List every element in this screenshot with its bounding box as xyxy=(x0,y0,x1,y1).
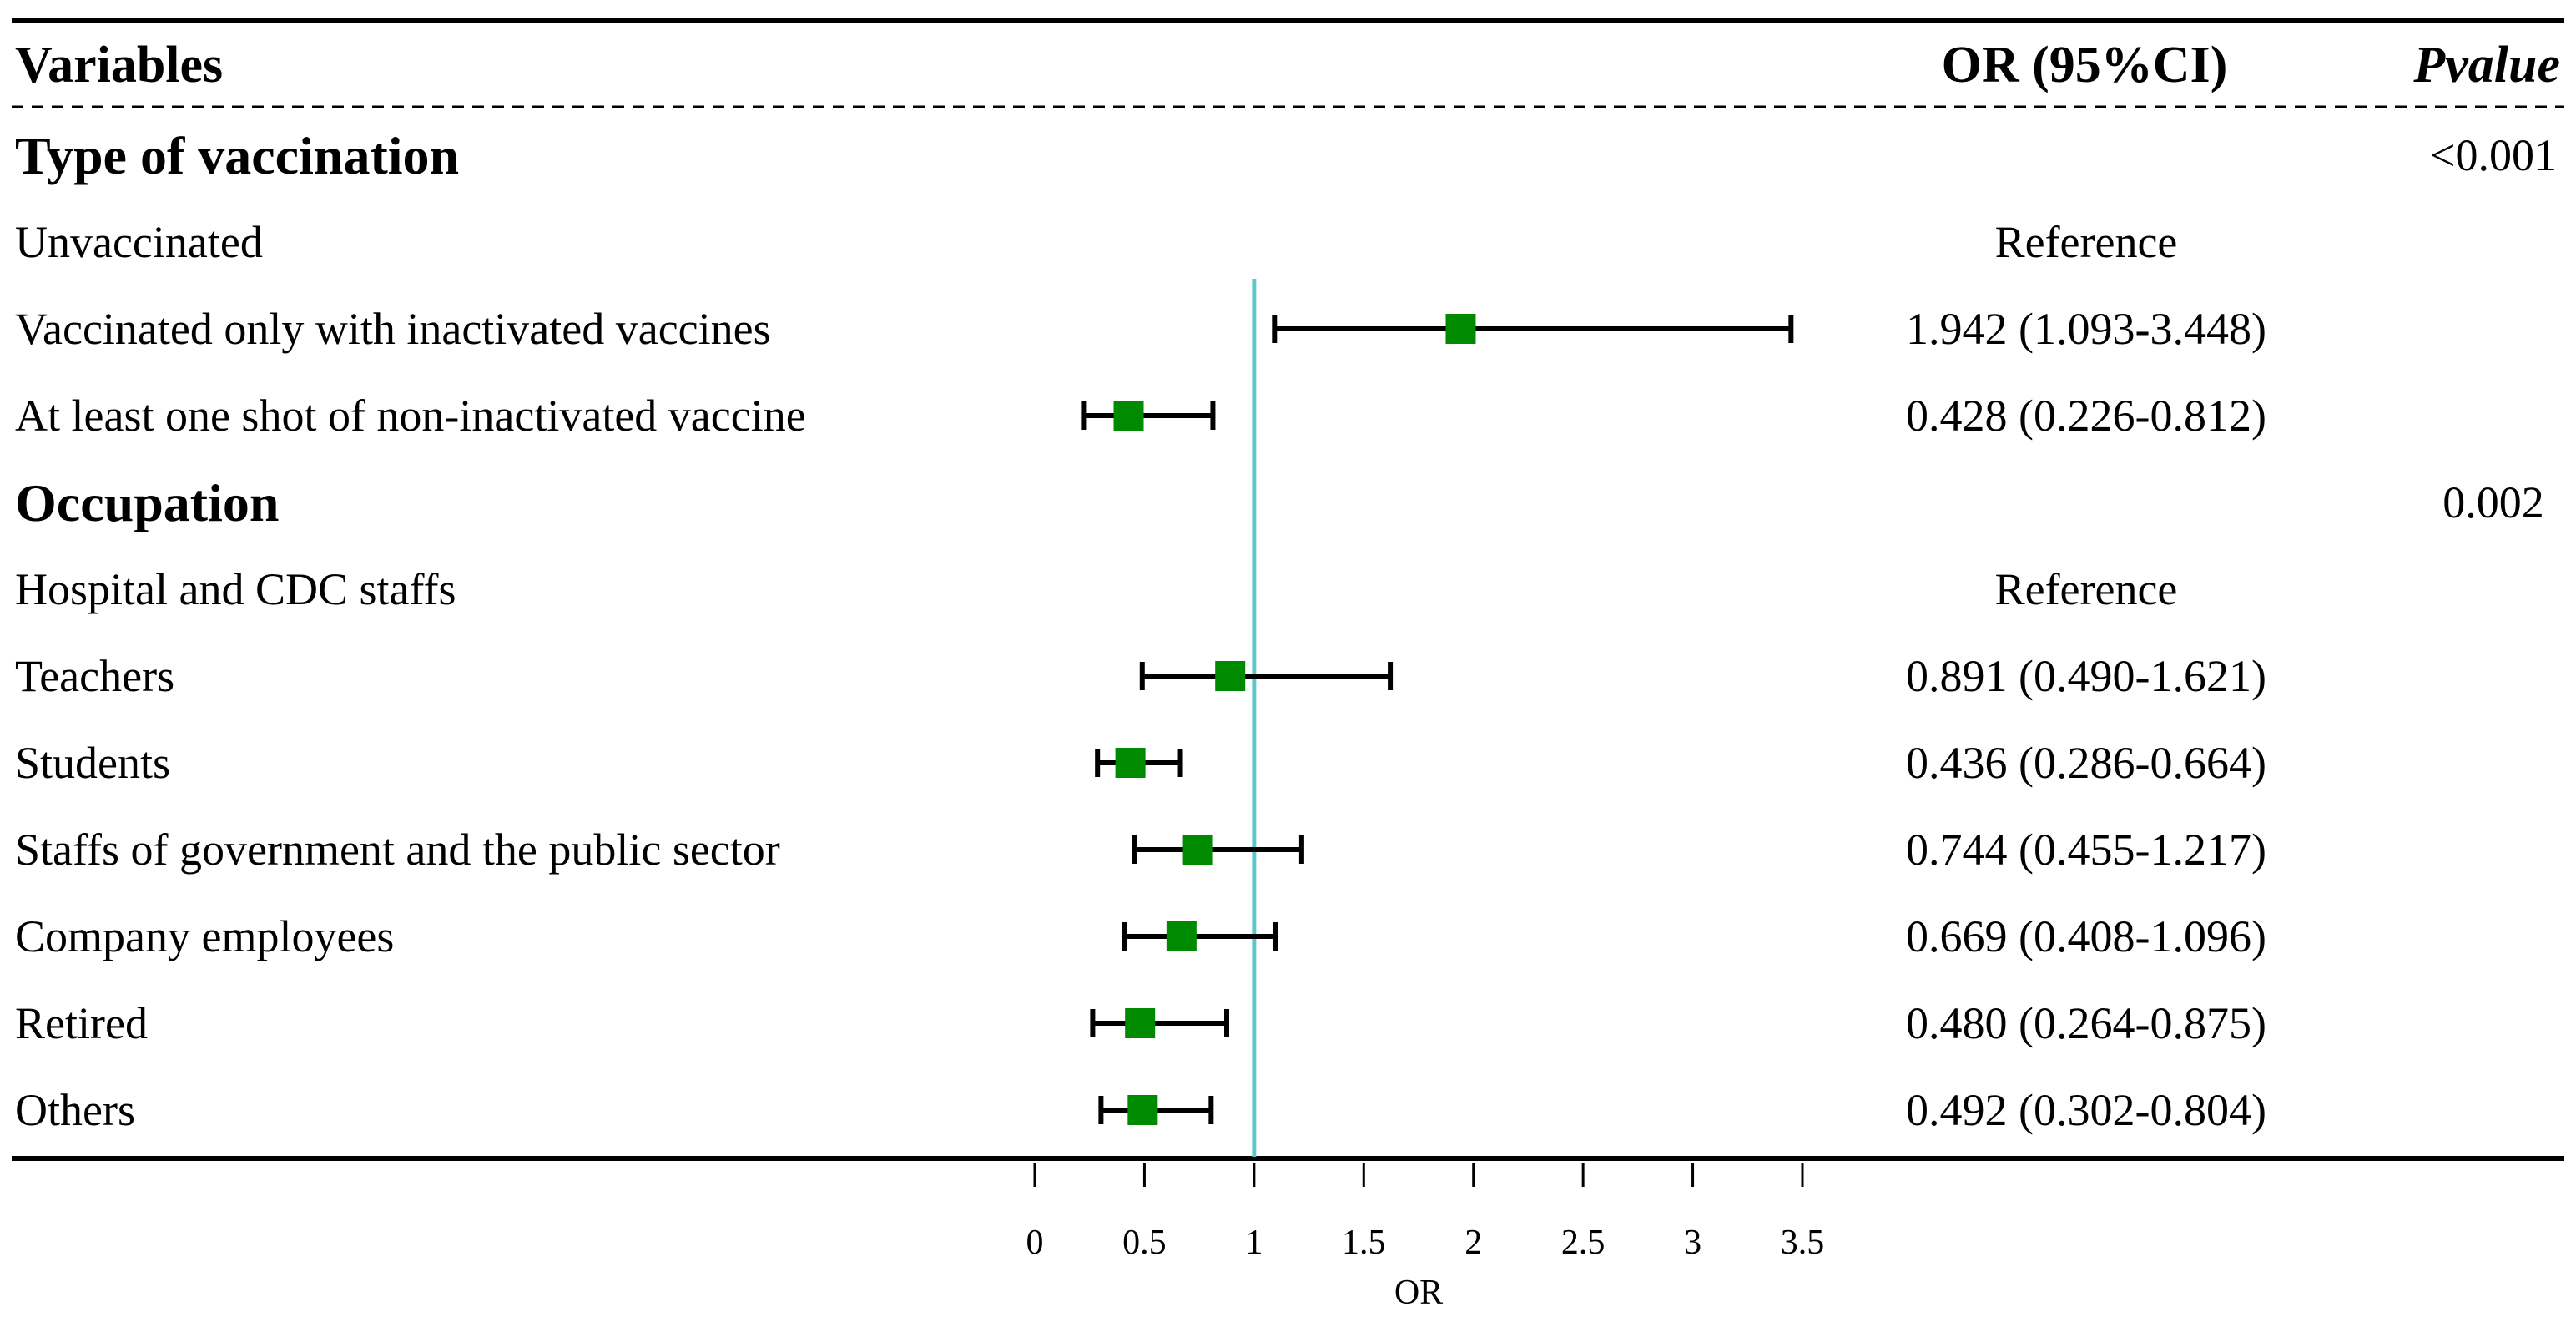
x-tick-label: 0 xyxy=(1026,1224,1044,1262)
x-tick-label: 3.5 xyxy=(1781,1224,1825,1262)
row-label: At least one shot of non-inactivated vac… xyxy=(15,391,806,441)
or-point xyxy=(1182,835,1213,865)
or-point xyxy=(1127,1095,1158,1125)
row-or-ci: 1.942 (1.093-3.448) xyxy=(1906,304,2266,354)
forest-marks xyxy=(1081,314,1794,1125)
row-or-ci: 0.891 (0.490-1.621) xyxy=(1906,651,2266,701)
row-or-ci: 0.428 (0.226-0.812) xyxy=(1906,391,2266,441)
or-point xyxy=(1113,401,1144,431)
row-or-ci: 0.744 (0.455-1.217) xyxy=(1906,825,2266,875)
row-label: Teachers xyxy=(15,651,174,701)
group-pvalue: 0.002 xyxy=(2442,477,2544,527)
rows-layer: Type of vaccination <0.001 Occupation 0.002… xyxy=(15,126,2557,1135)
x-axis: 0 0.5 1 1.5 2 2.5 3 3.5 OR xyxy=(1026,279,1825,1312)
row-or-ci: 0.492 (0.302-0.804) xyxy=(1906,1085,2266,1135)
row-label: Hospital and CDC staffs xyxy=(15,564,456,614)
row-label: Company employees xyxy=(15,911,394,961)
row-label: Students xyxy=(15,738,170,788)
x-axis-label: OR xyxy=(1394,1274,1443,1312)
header-pvalue: Pvalue xyxy=(2412,37,2560,93)
x-tick-label: 1 xyxy=(1245,1224,1263,1262)
row-or-ci: 0.480 (0.264-0.875) xyxy=(1906,998,2266,1048)
header-variables: Variables xyxy=(15,37,223,93)
or-point xyxy=(1445,314,1476,344)
or-point xyxy=(1215,661,1246,691)
x-tick-label: 0.5 xyxy=(1122,1224,1167,1262)
row-or-ci: Reference xyxy=(1995,564,2178,614)
header-or-ci: OR (95%CI) xyxy=(1942,37,2228,93)
x-tick-label: 1.5 xyxy=(1342,1224,1386,1262)
x-tick-label: 2.5 xyxy=(1561,1224,1606,1262)
row-or-ci: 0.436 (0.286-0.664) xyxy=(1906,738,2266,788)
group-title: Occupation xyxy=(15,473,279,532)
row-label: Retired xyxy=(15,998,148,1048)
row-or-ci: Reference xyxy=(1995,217,2178,267)
or-point xyxy=(1166,921,1197,951)
row-label: Staffs of government and the public sect… xyxy=(15,825,780,875)
row-label: Unvaccinated xyxy=(15,217,263,267)
row-label: Others xyxy=(15,1085,135,1135)
x-tick-label: 2 xyxy=(1464,1224,1482,1262)
or-point xyxy=(1115,748,1146,778)
row-label: Vaccinated only with inactivated vaccine… xyxy=(15,304,771,354)
or-point xyxy=(1125,1008,1156,1038)
x-tick-label: 3 xyxy=(1684,1224,1701,1262)
row-or-ci: 0.669 (0.408-1.096) xyxy=(1906,911,2266,961)
group-title: Type of vaccination xyxy=(15,126,459,185)
group-pvalue: <0.001 xyxy=(2430,130,2557,180)
